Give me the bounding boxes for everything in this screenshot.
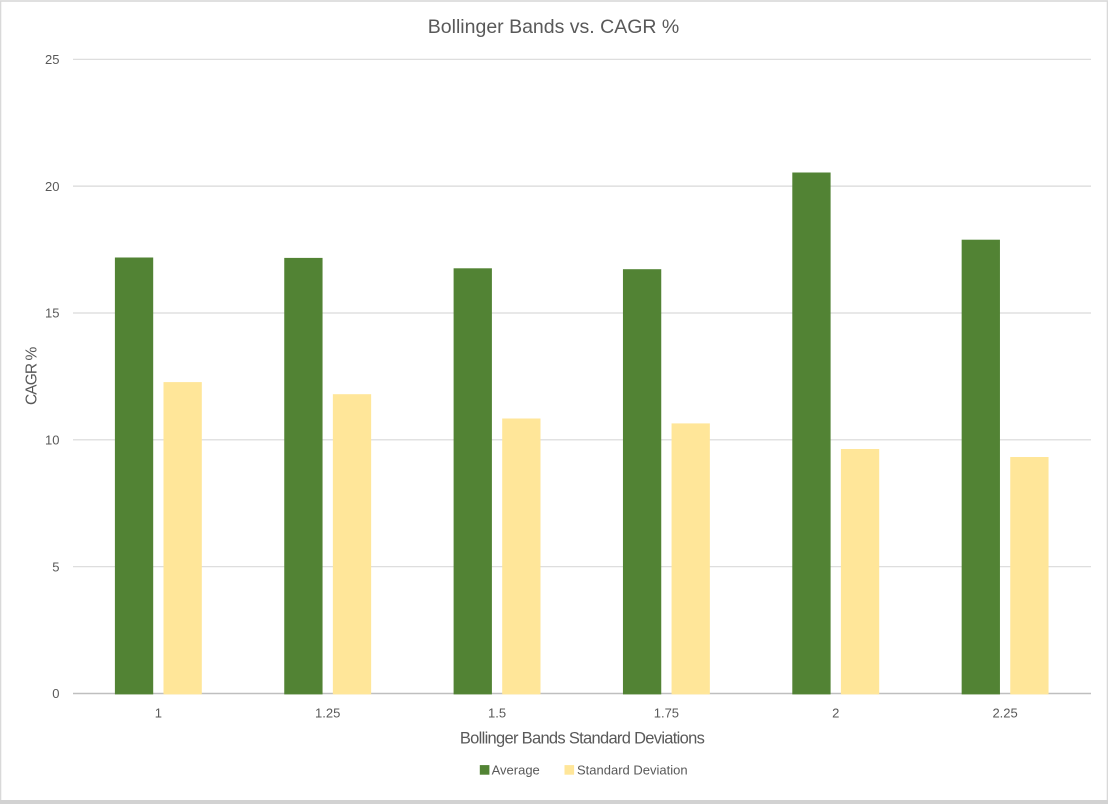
svg-text:Bollinger Bands Standard Devia: Bollinger Bands Standard Deviations [460, 729, 705, 747]
svg-text:Bollinger Bands vs. CAGR %: Bollinger Bands vs. CAGR % [428, 16, 679, 38]
svg-text:10: 10 [45, 433, 59, 448]
svg-text:15: 15 [45, 306, 59, 321]
svg-text:1.5: 1.5 [488, 706, 506, 721]
svg-text:CAGR %: CAGR % [23, 346, 40, 405]
svg-text:5: 5 [52, 559, 59, 574]
svg-text:Standard Deviation: Standard Deviation [577, 763, 688, 778]
svg-text:25: 25 [45, 52, 59, 67]
svg-text:2.25: 2.25 [992, 706, 1017, 721]
svg-text:1.75: 1.75 [654, 706, 679, 721]
svg-text:1.25: 1.25 [315, 706, 340, 721]
svg-text:2: 2 [832, 706, 839, 721]
svg-text:0: 0 [52, 686, 59, 701]
svg-text:1: 1 [155, 706, 162, 721]
svg-text:20: 20 [45, 179, 59, 194]
svg-text:Average: Average [492, 763, 540, 778]
